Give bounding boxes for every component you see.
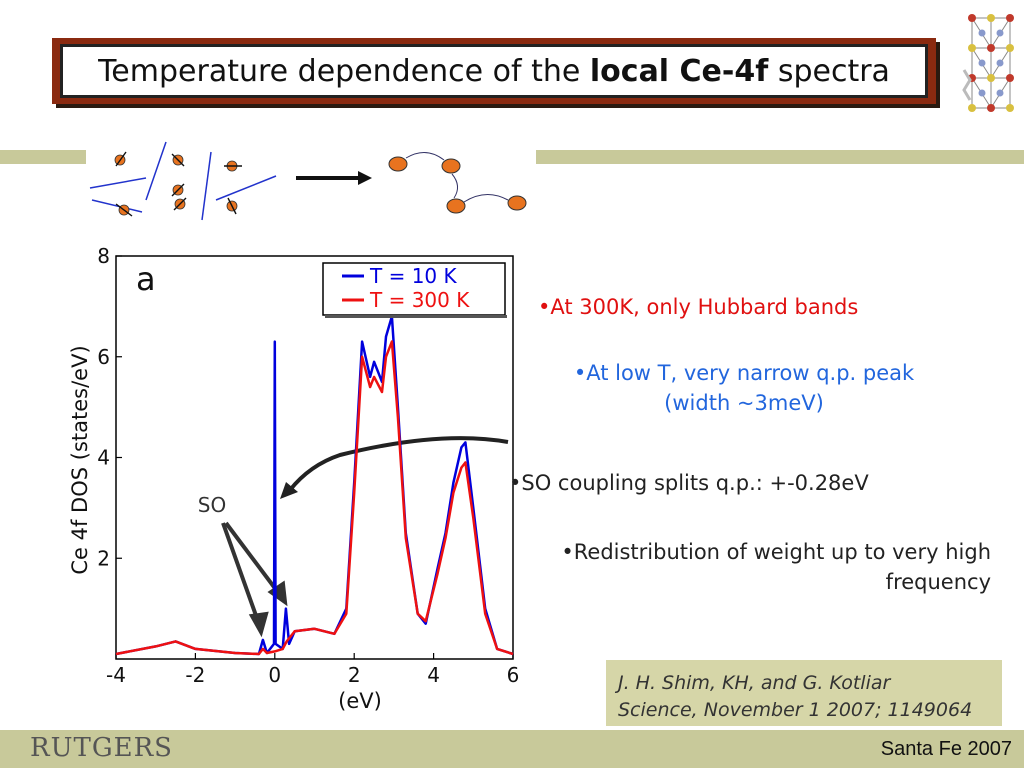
bullet-redistribution-line1: •Redistribution of weight up to very hig… (561, 540, 991, 564)
x-tick-label: 4 (427, 663, 440, 687)
plot-lines (115, 315, 514, 656)
so-arrows (221, 521, 288, 638)
dos-chart: a Ce 4f DOS (states/eV) (eV) SO -4 -2 0 2 4 6… (68, 244, 519, 713)
footer-conference: Santa Fe 2007 (880, 738, 1012, 760)
title-bold: local Ce-4f (589, 53, 769, 89)
spin-schematic (86, 138, 536, 228)
x-tick-label: -4 (106, 663, 126, 687)
axis-ticks: -4 -2 0 2 4 6 2 4 6 8 (97, 244, 519, 687)
rutgers-logo: RUTGERS (30, 733, 173, 763)
legend-label-10k: T = 10 K (369, 264, 457, 288)
so-annotation: SO (198, 493, 226, 517)
y-tick-label: 6 (97, 345, 110, 369)
crystal-structure-image (962, 14, 1014, 112)
decor-bar (0, 150, 86, 164)
bullet-so-coupling: •SO coupling splits q.p.: +-0.28eV (509, 471, 869, 495)
legend: T = 10 K T = 300 K (322, 262, 507, 318)
series-line-t300k (115, 340, 514, 656)
slide-title: Temperature dependence of the local Ce-4… (60, 44, 928, 98)
y-tick-label: 4 (97, 446, 110, 470)
x-tick-label: 2 (348, 663, 361, 687)
reference-box: J. H. Shim, KH, and G. Kotliar Science, … (606, 660, 1002, 726)
title-prefix: Temperature dependence of the (98, 53, 590, 89)
bullet-qp-peak: •At low T, very narrow q.p. peak (width … (535, 358, 953, 418)
bullet-qp-peak-line2: (width ~3meV) (664, 391, 824, 415)
legend-label-300k: T = 300 K (369, 288, 470, 312)
reference-line2: Science, November 1 2007; 1149064 (618, 699, 973, 721)
x-tick-label: -2 (185, 663, 205, 687)
y-axis-label: Ce 4f DOS (states/eV) (68, 345, 92, 574)
x-tick-label: 0 (268, 663, 281, 687)
title-suffix: spectra (768, 53, 890, 89)
bullet-hubbard: •At 300K, only Hubbard bands (538, 295, 859, 319)
y-tick-label: 8 (97, 244, 110, 268)
reference-line1: J. H. Shim, KH, and G. Kotliar (618, 672, 891, 694)
y-tick-label: 2 (97, 546, 110, 570)
panel-label: a (136, 260, 156, 298)
hopping-electrons (388, 152, 527, 214)
bullet-qp-peak-line1: •At low T, very narrow q.p. peak (573, 361, 915, 385)
series-line-t10k (115, 315, 514, 656)
curved-arrow (280, 436, 509, 499)
title-frame: Temperature dependence of the local Ce-4… (52, 38, 936, 104)
x-axis-label: (eV) (338, 689, 382, 713)
right-arrow-icon (296, 171, 372, 185)
decor-bar (530, 150, 1024, 164)
bullet-redistribution: •Redistribution of weight up to very hig… (509, 537, 991, 597)
x-tick-label: 6 (507, 663, 520, 687)
bullet-redistribution-line2: frequency (885, 570, 991, 594)
footer-bar (0, 730, 1024, 768)
